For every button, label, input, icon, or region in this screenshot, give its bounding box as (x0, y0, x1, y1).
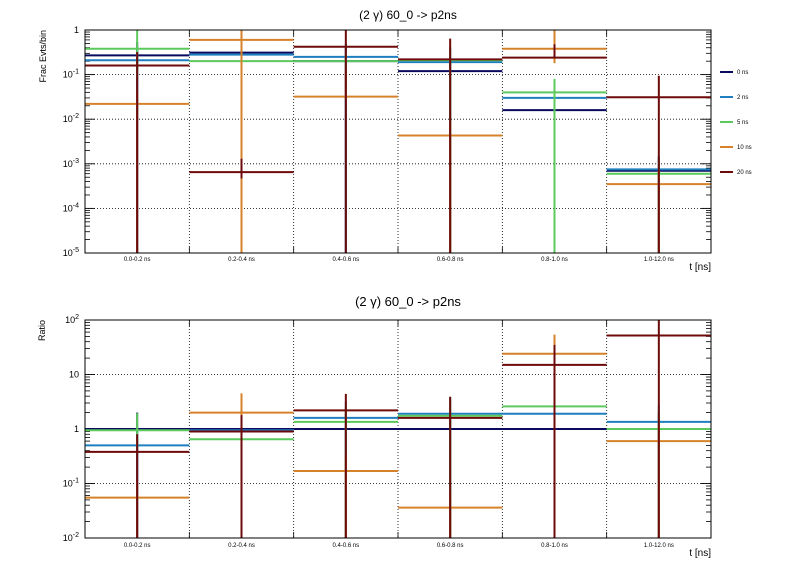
legend-label: 10 ns (737, 145, 752, 151)
x-tick-label: 0.2-0.4 ns (228, 543, 255, 549)
x-tick-label: 0.0-0.2 ns (124, 257, 151, 263)
y-tick-exponent: -2 (73, 532, 79, 539)
x-axis-label: t [ns] (689, 262, 711, 273)
y-tick-exponent: -1 (73, 478, 79, 485)
y-tick-base: 10 (63, 203, 73, 213)
y-tick-label: 102 (65, 314, 79, 325)
x-tick-label: 0.6-0.8 ns (437, 543, 464, 549)
chart-panel-1: (2 γ) 60_0 -> p2ns Frac Evts/bin t [ns] 1 10… (38, 8, 712, 273)
x-tick-label: 0.8-1.0 ns (541, 543, 568, 549)
y-tick-base: 10 (63, 70, 73, 80)
y-tick-exponent: -2 (73, 113, 79, 120)
y-tick-label: 10-4 (63, 202, 79, 213)
x-tick-label: 0.0-0.2 ns (124, 543, 151, 549)
y-tick-base: 1 (74, 424, 79, 434)
series-5 (85, 320, 711, 538)
x-tick-label: 1.0-12.0 ns (644, 257, 674, 263)
y-tick-base: 1 (74, 25, 79, 35)
y-tick-base: 10 (63, 114, 73, 124)
y-tick-label: 10-2 (63, 113, 79, 124)
y-tick-label: 10-2 (63, 532, 79, 543)
x-tick-label: 0.4-0.6 ns (332, 543, 359, 549)
x-axis-label: t [ns] (689, 548, 711, 559)
x-tick-label: 0.6-0.8 ns (437, 257, 464, 263)
y-tick-label: 10-1 (63, 478, 79, 489)
y-tick-label: 1 (74, 25, 79, 35)
y-tick-label: 10 (69, 370, 79, 380)
y-tick-base: 10 (69, 370, 79, 380)
y-tick-base: 10 (63, 159, 73, 169)
y-tick-base: 10 (63, 533, 73, 543)
y-tick-exponent: -1 (73, 69, 79, 76)
legend-label: 20 ns (737, 170, 752, 176)
y-tick-label: 10-1 (63, 69, 79, 80)
legend-label: 2 ns (737, 95, 748, 101)
y-tick-label: 10-5 (63, 247, 79, 258)
y-tick-exponent: -4 (73, 202, 79, 209)
y-tick-exponent: -3 (73, 158, 79, 165)
legend: 0 ns 2 ns 5 ns 10 ns 20 ns (720, 70, 752, 176)
legend-label: 0 ns (737, 70, 748, 76)
y-tick-label: 1 (74, 424, 79, 434)
y-axis-label: Ratio (37, 320, 47, 341)
x-tick-label: 0.4-0.6 ns (332, 257, 359, 263)
x-tick-label: 0.8-1.0 ns (541, 257, 568, 263)
y-tick-exponent: 2 (75, 314, 79, 321)
x-tick-label: 0.2-0.4 ns (228, 257, 255, 263)
plot-frame (84, 29, 712, 254)
y-tick-exponent: -5 (73, 247, 79, 254)
y-axis-label: Frac Evts/bin (38, 30, 48, 83)
y-tick-base: 10 (65, 315, 75, 325)
chart-title: (2 γ) 60_0 -> p2ns (359, 8, 457, 22)
x-tick-label: 1.0-12.0 ns (644, 543, 674, 549)
y-tick-label: 10-3 (63, 158, 79, 169)
y-tick-base: 10 (63, 479, 73, 489)
series-1 (85, 39, 711, 253)
y-tick-base: 10 (63, 248, 73, 258)
plot-frame (84, 319, 712, 539)
legend-label: 5 ns (737, 120, 748, 126)
chart-title: (2 γ) 60_0 -> p2ns (355, 294, 461, 309)
series-5 (85, 30, 711, 253)
